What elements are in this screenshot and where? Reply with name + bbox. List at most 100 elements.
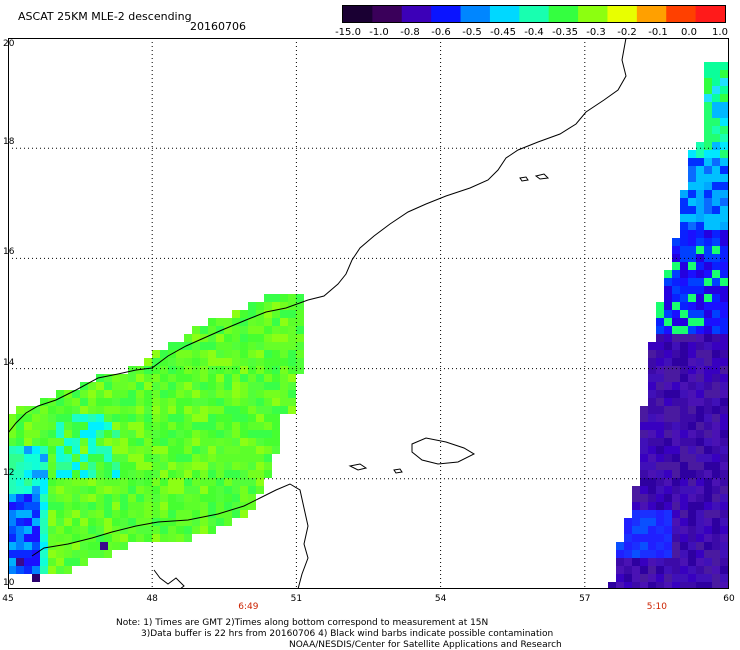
swath-cell [720,246,728,254]
swath-cell [648,390,656,398]
swath-cell [104,390,112,398]
colorbar-segment [460,6,491,22]
swath-cell [184,382,192,390]
swath-cell [128,422,136,430]
swath-cell [720,326,728,334]
swath-cell [152,526,160,534]
colorbar-segment [489,6,520,22]
swath-cell [640,518,648,526]
swath-cell [720,278,728,286]
swath-cell [64,558,72,566]
swath-cell [200,422,208,430]
swath-cell [200,406,208,414]
swath-cell [256,366,264,374]
swath-cell [696,374,704,382]
swath-cell [112,398,120,406]
swath-cell [688,222,696,230]
swath-cell [88,438,96,446]
swath-cell [96,454,104,462]
swath-cell [712,238,720,246]
swath-cell [680,278,688,286]
swath-cell [48,446,56,454]
swath-cell [8,414,16,422]
swath-cell [712,206,720,214]
swath-cell [656,558,664,566]
swath-cell [48,558,56,566]
swath-cell [128,470,136,478]
swath-cell [16,558,24,566]
swath-cell [184,350,192,358]
swath-cell [688,350,696,358]
swath-cell [632,494,640,502]
swath-cell [688,534,696,542]
swath-cell [40,430,48,438]
swath-cell [664,534,672,542]
note-line-3: NOAA/NESDIS/Center for Satellite Applica… [289,640,562,650]
swath-cell [128,454,136,462]
swath-cell [96,534,104,542]
swath-cell [240,470,248,478]
swath-cell [640,574,648,582]
swath-cell [192,430,200,438]
swath-cell [704,262,712,270]
swath-cell [656,414,664,422]
swath-cell [248,438,256,446]
swath-cell [280,342,288,350]
swath-cell [248,422,256,430]
swath-cell [152,494,160,502]
swath-cell [168,454,176,462]
swath-cell [208,526,216,534]
swath-cell [32,406,40,414]
swath-cell [712,118,720,126]
swath-cell [224,470,232,478]
swath-cell [40,526,48,534]
swath-cell [120,502,128,510]
swath-cell [168,342,176,350]
swath-cell [720,550,728,558]
swath-cell [288,398,296,406]
swath-cell [80,438,88,446]
swath-cell [216,406,224,414]
swath-cell [688,502,696,510]
swath-cell [720,198,728,206]
swath-cell [264,318,272,326]
swath-cell [256,470,264,478]
swath-cell [232,430,240,438]
swath-cell [688,398,696,406]
swath-cell [176,478,184,486]
swath-cell [712,262,720,270]
swath-cell [184,430,192,438]
swath-cell [48,438,56,446]
swath-cell [696,486,704,494]
swath-cell [144,446,152,454]
swath-cell [296,302,304,310]
pass-time-label: 6:49 [238,602,259,612]
swath-cell [696,414,704,422]
swath-cell [120,462,128,470]
swath-cell [680,526,688,534]
swath-cell [664,462,672,470]
swath-cell [208,446,216,454]
swath-cell [688,190,696,198]
swath-cell [280,350,288,358]
swath-cell [232,406,240,414]
swath-cell [152,510,160,518]
swath-cell [712,398,720,406]
swath-cell [240,382,248,390]
swath-cell [640,486,648,494]
swath-cell [696,382,704,390]
swath-cell [720,126,728,134]
swath-cell [688,526,696,534]
swath-cell [672,326,680,334]
swath-cell [24,430,32,438]
swath-cell [136,446,144,454]
swath-cell [680,310,688,318]
swath-cell [696,206,704,214]
swath-cell [656,326,664,334]
swath-cell [704,406,712,414]
swath-cell [704,502,712,510]
swath-cell [232,502,240,510]
swath-cell [40,558,48,566]
swath-cell [720,358,728,366]
swath-cell [704,334,712,342]
